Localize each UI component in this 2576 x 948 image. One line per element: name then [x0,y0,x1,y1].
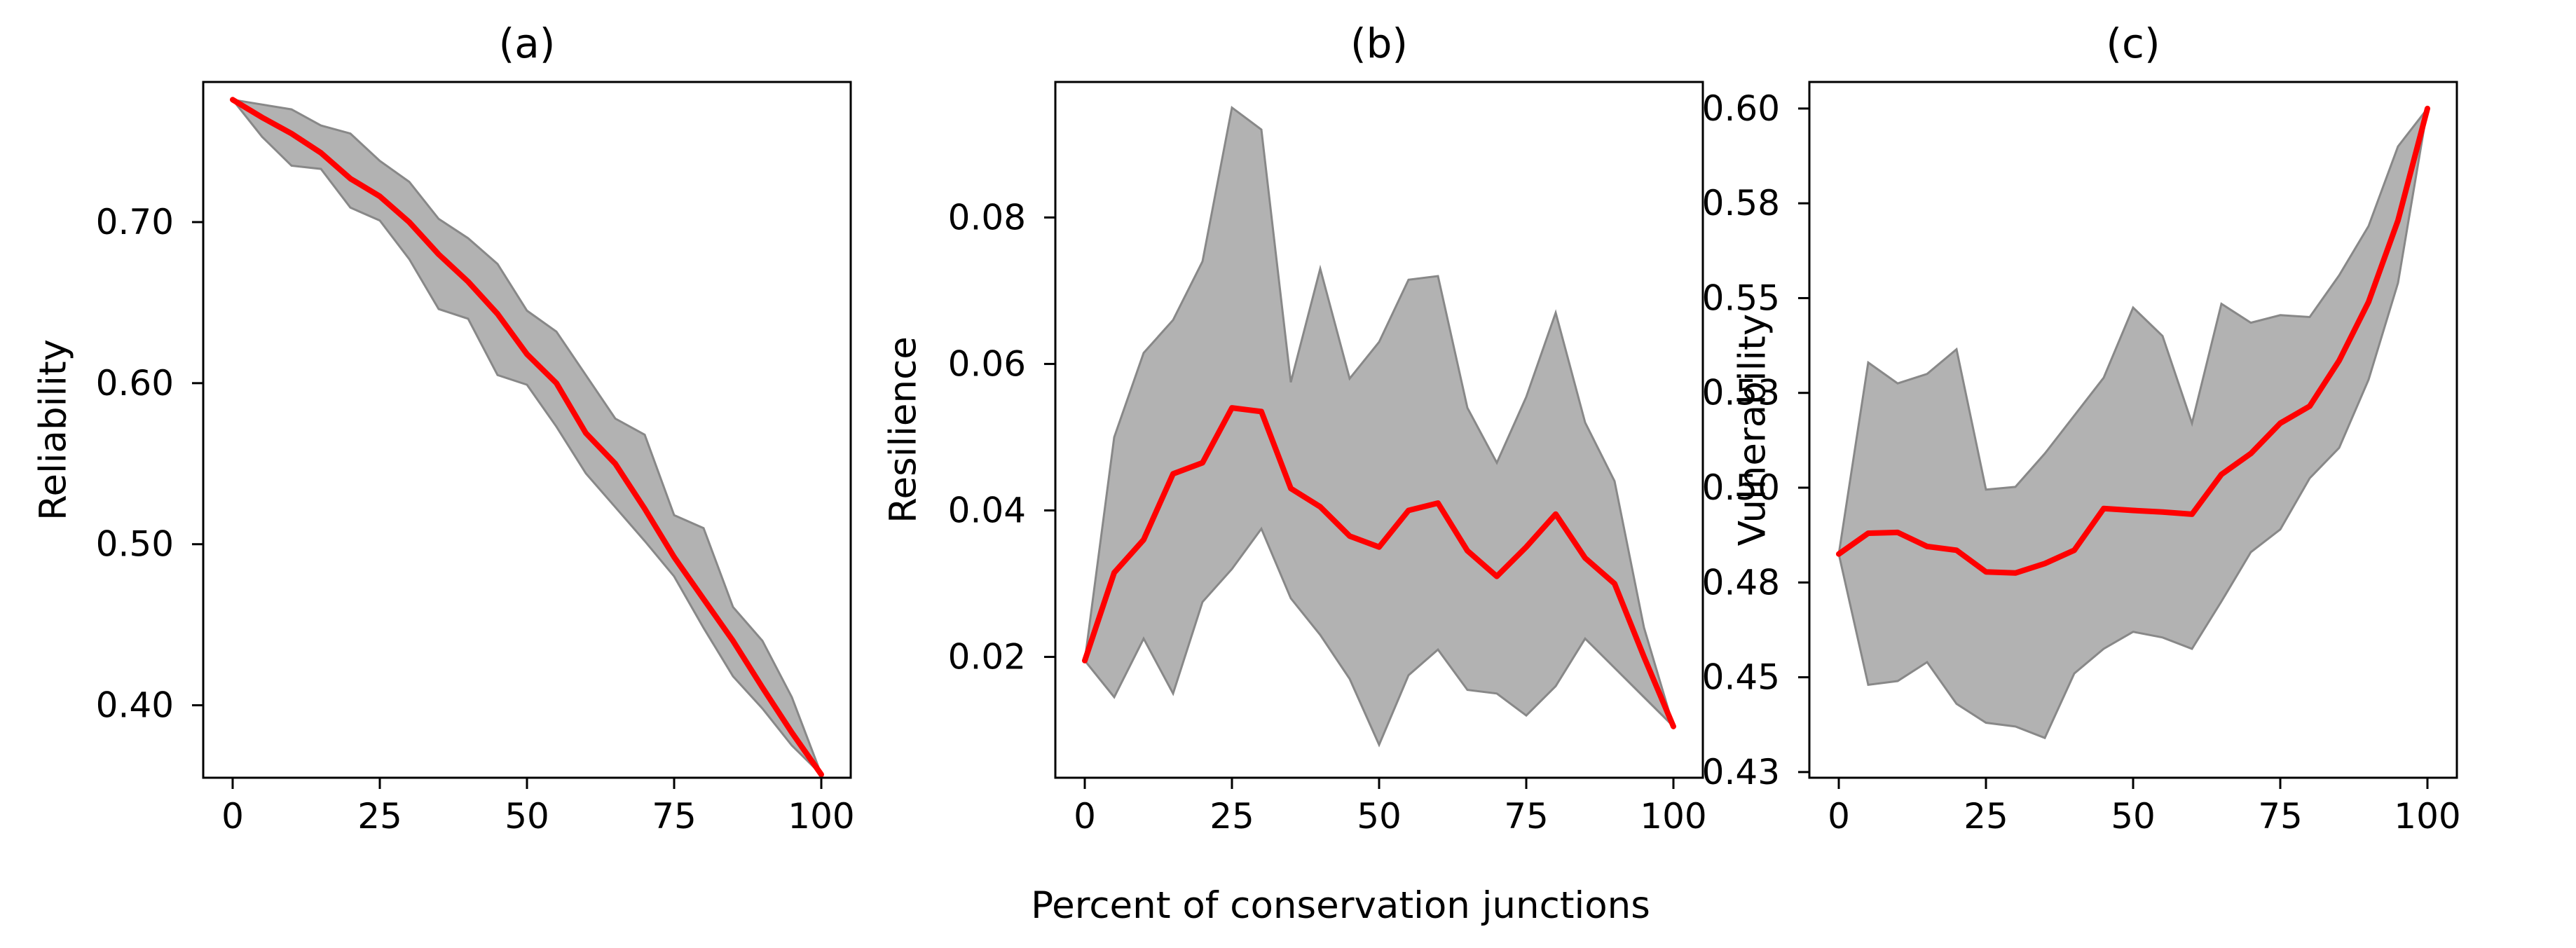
y-tick-label: 0.43 [1702,752,1780,792]
y-tick-label: 0.48 [1702,562,1780,603]
y-axis-label: Reliability [32,339,75,521]
y-axis-label: Resilience [882,336,925,523]
panel-b: 0 25 50 75 100 0.02 0.04 0.06 0.08 (b) Resilience [882,20,1707,837]
panel-title: (a) [499,20,556,67]
panel-a: 0 25 50 75 100 0.40 0.50 0.60 0.70 (a) Reliability [32,20,855,837]
x-tick-label: 50 [1357,796,1402,837]
y-tick-label: 0.60 [1702,88,1780,129]
x-tick-label: 75 [1504,796,1549,837]
x-tick-label: 75 [652,796,697,837]
panel-c: 0 25 50 75 100 0.43 0.45 0.48 0.50 0.53 0.55 0.58 0.… [1702,20,2461,837]
y-tick-label: 0.50 [96,524,174,565]
y-tick-label: 0.60 [96,363,174,404]
y-tick-label: 0.40 [96,685,174,726]
mean-series-line [1082,405,1676,729]
x-tick-label: 0 [221,796,244,837]
y-tick-label: 0.70 [96,202,174,242]
y-tick-label: 0.08 [948,197,1026,238]
x-tick-label: 25 [1210,796,1254,837]
y-tick-label: 0.06 [948,343,1026,384]
y-tick-label: 0.04 [948,490,1026,530]
range-band [230,98,823,776]
y-tick-label: 0.55 [1702,277,1780,318]
y-axis-label: Vulnerability [1732,314,1774,546]
x-tick-label: 75 [2258,796,2303,837]
x-tick-label: 0 [1828,796,1850,837]
x-tick-label: 100 [2394,796,2460,837]
y-tick-label: 0.53 [1702,373,1780,413]
x-tick-label: 0 [1074,796,1096,837]
range-band [1083,105,1675,748]
panel-title: (c) [2106,20,2160,67]
range-band [1837,107,2429,740]
x-tick-label: 50 [2111,796,2156,837]
y-tick-label: 0.58 [1702,183,1780,224]
y-tick-label: 0.50 [1702,467,1780,508]
y-tick-label: 0.02 [948,637,1026,678]
figure-x-axis-label: Percent of conservation junctions [1031,884,1650,927]
mean-series-line [230,97,824,778]
x-tick-label: 100 [1640,796,1706,837]
x-tick-label: 50 [505,796,549,837]
x-tick-label: 100 [788,796,854,837]
x-tick-label: 25 [357,796,402,837]
mean-series-line [1836,105,2430,576]
y-tick-label: 0.45 [1702,657,1780,698]
panel-title: (b) [1350,20,1408,67]
x-tick-label: 25 [1964,796,2008,837]
